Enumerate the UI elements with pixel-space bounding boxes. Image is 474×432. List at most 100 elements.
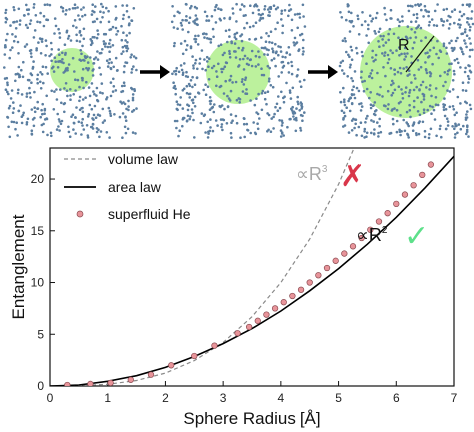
helium-atom xyxy=(408,91,411,94)
helium-atom xyxy=(243,54,247,58)
helium-atom xyxy=(214,21,218,24)
helium-atom xyxy=(269,30,273,33)
helium-atom xyxy=(368,96,371,100)
helium-atom xyxy=(422,93,426,97)
helium-atom xyxy=(14,27,18,30)
helium-atom xyxy=(21,113,25,117)
helium-atom xyxy=(361,11,364,14)
helium-atom xyxy=(181,73,185,76)
helium-atom xyxy=(30,55,33,59)
helium-atom xyxy=(189,46,193,50)
helium-atom xyxy=(203,58,206,61)
helium-atom xyxy=(268,40,271,44)
helium-atom xyxy=(34,14,38,17)
helium-atom xyxy=(398,66,402,70)
helium-atom xyxy=(30,129,34,132)
helium-atom xyxy=(270,41,274,45)
helium-atom xyxy=(200,49,204,52)
helium-atom xyxy=(281,55,285,59)
helium-atom xyxy=(7,106,11,110)
data-point-superfluid-he xyxy=(263,311,270,318)
helium-atom xyxy=(401,97,405,100)
helium-atom xyxy=(290,72,294,76)
helium-atom xyxy=(121,45,125,49)
helium-atom xyxy=(400,52,403,56)
helium-atom xyxy=(411,5,414,8)
helium-atom xyxy=(258,55,261,59)
helium-atom xyxy=(434,103,438,106)
helium-atom xyxy=(172,44,176,48)
helium-atom xyxy=(122,31,125,34)
helium-atom xyxy=(428,88,431,91)
helium-atom xyxy=(271,50,275,54)
helium-atom xyxy=(7,125,10,129)
helium-atom xyxy=(191,98,195,101)
helium-atom xyxy=(266,53,270,56)
helium-atom xyxy=(186,114,190,118)
helium-atom xyxy=(36,100,39,104)
radius-label: R xyxy=(398,37,410,54)
helium-atom xyxy=(261,12,265,16)
helium-atom xyxy=(450,62,453,65)
helium-atom xyxy=(438,127,442,131)
helium-atom xyxy=(69,94,72,97)
helium-atom xyxy=(95,94,98,97)
helium-atom xyxy=(419,65,423,69)
helium-atom xyxy=(383,6,386,10)
helium-atom xyxy=(212,110,216,114)
helium-atom xyxy=(209,102,212,106)
helium-atom xyxy=(84,56,87,59)
helium-atom xyxy=(263,91,267,94)
helium-atom xyxy=(275,102,279,106)
annotation-r-squared-exponent: 2 xyxy=(382,225,388,236)
helium-atom xyxy=(84,96,87,99)
data-point-superfluid-he xyxy=(107,379,114,386)
helium-atom xyxy=(453,8,457,11)
helium-atom xyxy=(126,41,129,44)
helium-atom xyxy=(423,129,427,133)
helium-atom xyxy=(65,8,68,12)
helium-atom xyxy=(454,124,457,128)
helium-atom xyxy=(123,125,127,129)
helium-atom xyxy=(61,58,64,61)
helium-atom xyxy=(172,81,175,84)
helium-atom xyxy=(353,70,357,73)
helium-atom xyxy=(185,84,189,88)
helium-atom xyxy=(197,34,200,38)
helium-atom xyxy=(398,54,401,57)
helium-atom xyxy=(17,65,21,69)
helium-atom xyxy=(259,16,263,20)
helium-atom xyxy=(302,50,305,53)
helium-atom xyxy=(385,18,388,22)
x-axis-title-unit: [Å] xyxy=(300,409,321,428)
helium-atom xyxy=(80,8,83,11)
helium-atom xyxy=(81,117,84,121)
data-point-superfluid-he xyxy=(323,264,331,272)
helium-atom xyxy=(363,136,366,139)
helium-atom xyxy=(73,70,76,73)
helium-atom xyxy=(29,19,33,22)
helium-atom xyxy=(231,81,234,84)
helium-atom xyxy=(413,31,417,34)
helium-atom xyxy=(364,20,367,23)
helium-atom xyxy=(249,131,252,135)
helium-atom xyxy=(469,70,473,74)
helium-atom xyxy=(263,5,267,8)
helium-atom xyxy=(134,56,138,60)
helium-atom xyxy=(253,131,257,135)
helium-atom xyxy=(383,51,387,54)
helium-atom xyxy=(459,102,462,105)
helium-atom xyxy=(223,51,226,55)
helium-atom xyxy=(82,86,85,90)
helium-atom xyxy=(201,67,204,71)
helium-atom xyxy=(443,71,447,74)
helium-atom xyxy=(235,31,239,35)
helium-atom xyxy=(78,95,82,99)
helium-atom xyxy=(131,110,134,113)
helium-atom xyxy=(269,7,273,11)
helium-atom xyxy=(442,42,446,45)
helium-atom xyxy=(348,55,351,59)
helium-atom xyxy=(193,21,197,25)
helium-atom xyxy=(73,3,77,6)
helium-atom xyxy=(343,37,347,40)
